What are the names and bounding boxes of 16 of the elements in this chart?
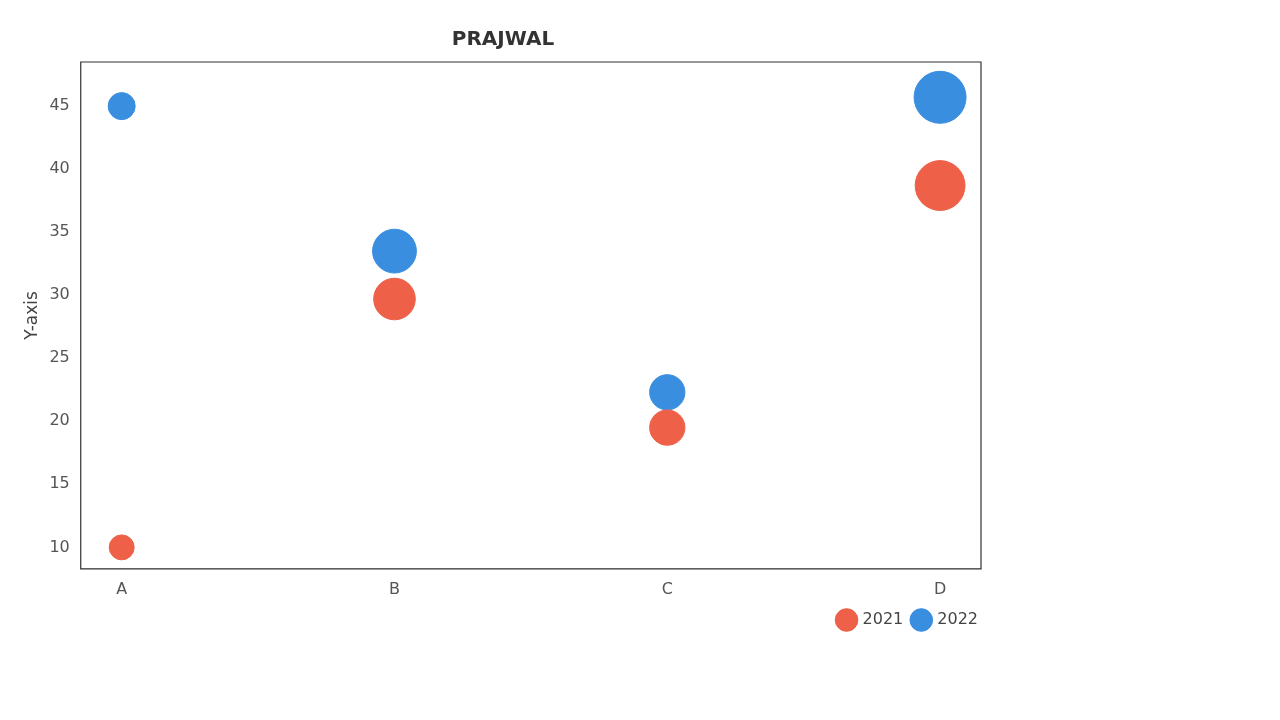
y-tick-label: 20 [49,410,70,430]
y-tick-label: 45 [49,95,70,115]
x-tick-label: B [388,578,400,598]
y-axis-title: Y-axis [20,290,41,341]
y-tick-label: 25 [49,347,70,367]
y-tick-label: 15 [49,473,70,493]
legend-label: 2022 [937,609,978,629]
x-tick-label: C [661,578,673,598]
y-tick-label: 40 [49,158,70,178]
chart-title: PRAJWAL [451,26,555,51]
legend-label: 2021 [862,609,904,629]
x-tick-label: A [116,578,128,598]
y-tick-label: 10 [49,536,70,556]
y-tick-label: 30 [49,284,70,304]
x-tick-label: D [933,578,947,598]
y-tick-label: 35 [49,221,70,241]
